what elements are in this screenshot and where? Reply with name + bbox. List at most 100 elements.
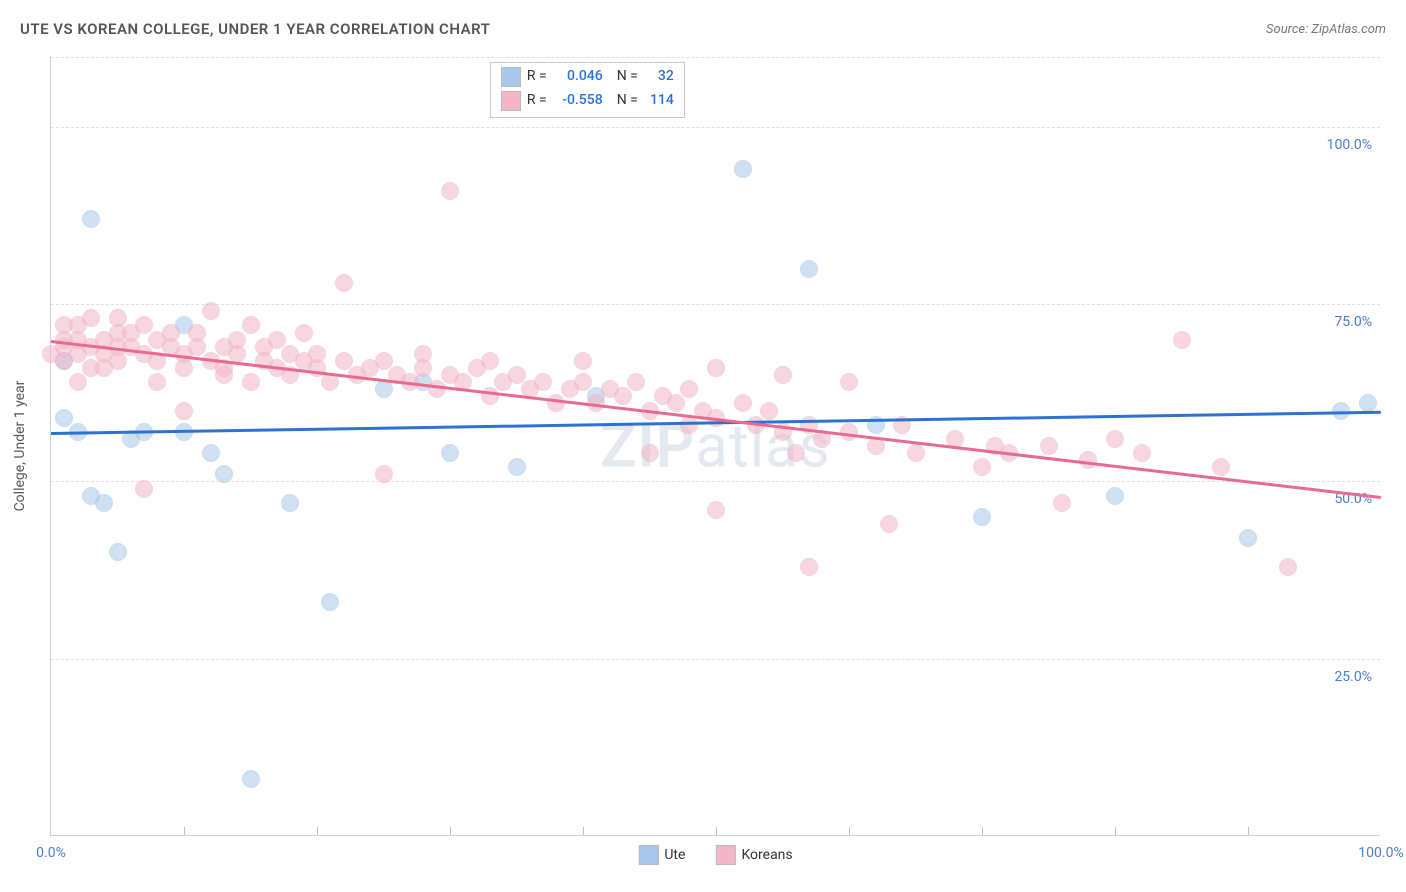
data-point (907, 444, 925, 462)
data-point (1133, 444, 1151, 462)
data-point (135, 316, 153, 334)
data-point (82, 210, 100, 228)
gridline (51, 659, 1380, 660)
data-point (508, 366, 526, 384)
data-point (973, 508, 991, 526)
data-point (680, 380, 698, 398)
legend-item: Koreans (715, 845, 792, 865)
data-point (215, 465, 233, 483)
y-axis-label: College, Under 1 year (12, 381, 28, 512)
y-tick-label: 25.0% (1334, 669, 1372, 685)
data-point (1053, 494, 1071, 512)
data-point (574, 352, 592, 370)
data-point (441, 444, 459, 462)
n-value: 32 (644, 65, 674, 89)
data-point (508, 458, 526, 476)
data-point (268, 331, 286, 349)
data-point (242, 770, 260, 788)
data-point (1212, 458, 1230, 476)
data-point (55, 409, 73, 427)
legend-label: Ute (664, 847, 685, 863)
legend: Ute Koreans (638, 845, 792, 865)
data-point (375, 380, 393, 398)
data-point (734, 394, 752, 412)
data-point (69, 373, 87, 391)
y-tick-label: 75.0% (1334, 314, 1372, 330)
data-point (109, 309, 127, 327)
data-point (1106, 487, 1124, 505)
data-point (441, 182, 459, 200)
data-point (228, 331, 246, 349)
data-point (335, 274, 353, 292)
data-point (680, 416, 698, 434)
data-point (774, 366, 792, 384)
data-point (760, 402, 778, 420)
gridline (51, 481, 1380, 482)
data-point (840, 373, 858, 391)
data-point (800, 558, 818, 576)
data-point (840, 423, 858, 441)
data-point (202, 444, 220, 462)
data-point (534, 373, 552, 391)
data-point (627, 373, 645, 391)
data-point (148, 373, 166, 391)
data-point (973, 458, 991, 476)
data-point (707, 501, 725, 519)
legend-swatch (501, 91, 521, 111)
data-point (242, 316, 260, 334)
gridline (51, 304, 1380, 305)
legend-swatch (638, 845, 658, 865)
data-point (800, 260, 818, 278)
data-point (202, 302, 220, 320)
correlation-stats-box: R =0.046N =32R =-0.558N =114 (490, 62, 685, 118)
y-tick-label: 100.0% (1327, 137, 1372, 153)
data-point (1279, 558, 1297, 576)
page-title: UTE VS KOREAN COLLEGE, UNDER 1 YEAR CORR… (20, 20, 490, 38)
data-point (295, 324, 313, 342)
data-point (481, 352, 499, 370)
data-point (242, 373, 260, 391)
data-point (734, 160, 752, 178)
data-point (707, 359, 725, 377)
legend-label: Koreans (741, 847, 792, 863)
data-point (308, 345, 326, 363)
data-point (175, 402, 193, 420)
data-point (375, 465, 393, 483)
data-point (574, 373, 592, 391)
data-point (1106, 430, 1124, 448)
data-point (414, 345, 432, 363)
data-point (375, 352, 393, 370)
data-point (95, 494, 113, 512)
r-value: -0.558 (553, 89, 603, 113)
data-point (641, 444, 659, 462)
data-point (667, 394, 685, 412)
data-point (281, 494, 299, 512)
data-point (162, 324, 180, 342)
data-point (335, 352, 353, 370)
x-tick-label: 0.0% (36, 845, 66, 861)
data-point (321, 593, 339, 611)
data-point (880, 515, 898, 533)
data-point (135, 480, 153, 498)
data-point (109, 352, 127, 370)
data-point (175, 359, 193, 377)
data-point (1359, 394, 1377, 412)
legend-swatch (501, 67, 521, 87)
n-value: 114 (644, 89, 674, 113)
scatter-plot: ZIPatlas 25.0%50.0%75.0%100.0%0.0%100.0%… (50, 56, 1380, 836)
data-point (82, 309, 100, 327)
data-point (547, 394, 565, 412)
source-credit: Source: ZipAtlas.com (1266, 22, 1386, 37)
data-point (1239, 529, 1257, 547)
data-point (109, 543, 127, 561)
data-point (1040, 437, 1058, 455)
data-point (787, 444, 805, 462)
gridline (51, 127, 1380, 128)
legend-item: Ute (638, 845, 685, 865)
data-point (188, 324, 206, 342)
data-point (1173, 331, 1191, 349)
data-point (614, 387, 632, 405)
r-value: 0.046 (553, 65, 603, 89)
legend-swatch (715, 845, 735, 865)
data-point (215, 366, 233, 384)
